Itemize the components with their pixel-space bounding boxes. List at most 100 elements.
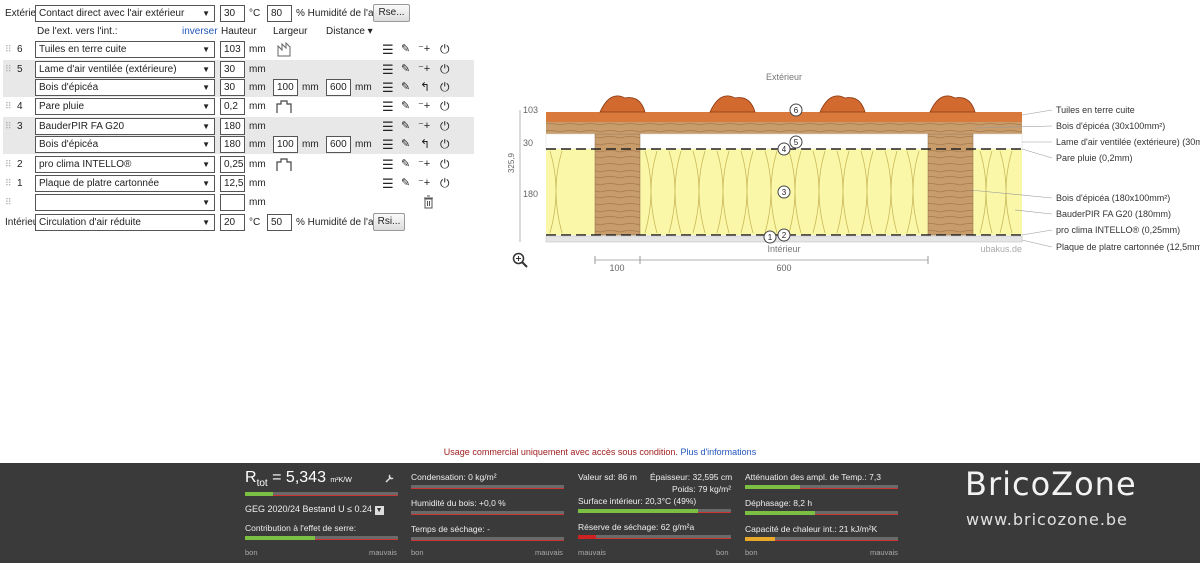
layer-5-sub-distance[interactable]: 600 (326, 79, 351, 96)
unit-mm: mm (249, 82, 266, 93)
layer-number: 5 (17, 64, 23, 75)
layer-4-material[interactable]: Pare pluie ▼ (35, 98, 215, 115)
new-layer-height[interactable] (220, 194, 245, 211)
diagram-bottom-label: Intérieur (767, 244, 800, 254)
layer-3-sub-height[interactable]: 180 (220, 136, 245, 153)
layer-5-sub-height[interactable]: 30 (220, 79, 245, 96)
drag-handle-icon[interactable]: ⠿ (5, 159, 12, 169)
menu-icon[interactable]: ☰ (382, 42, 394, 57)
legend-item: Plaque de platre cartonnée (12,5mm) (1056, 242, 1200, 252)
unit-mm: mm (249, 44, 266, 55)
inverser-link[interactable]: inverser (182, 26, 218, 37)
layer-1-material[interactable]: Plaque de platre cartonnée ▼ (35, 175, 215, 192)
interieur-select[interactable]: Circulation d'air réduite ▼ (35, 214, 215, 231)
layer-2-material[interactable]: pro clima INTELLO® ▼ (35, 156, 215, 173)
layer-3-sub-distance[interactable]: 600 (326, 136, 351, 153)
wrench-icon[interactable] (385, 473, 395, 483)
undo-icon[interactable]: ↰ (420, 137, 431, 151)
rsi-button[interactable]: Rsi... (373, 213, 405, 231)
hum-int-input[interactable]: 50 (267, 214, 292, 231)
pencil-icon[interactable]: ✎ (401, 43, 411, 55)
power-icon[interactable]: ⏻ (440, 99, 450, 113)
menu-icon[interactable]: ☰ (382, 62, 394, 77)
menu-icon[interactable]: ☰ (382, 176, 394, 191)
rafter (594, 133, 641, 236)
drag-handle-icon[interactable]: ⠿ (5, 178, 12, 188)
power-icon[interactable]: ⏻ (440, 119, 450, 133)
add-layer-icon[interactable]: ⁻+ (418, 100, 431, 112)
chevron-down-icon: ▼ (202, 122, 210, 131)
layer-3-height[interactable]: 180 (220, 118, 245, 135)
zoom-in-icon[interactable] (512, 252, 528, 268)
info-link[interactable]: Plus d'informations (680, 447, 757, 457)
layer-number: 3 (17, 121, 23, 132)
pencil-icon[interactable]: ✎ (401, 158, 411, 170)
drag-handle-icon[interactable]: ⠿ (5, 197, 12, 207)
layer-5-sub-material[interactable]: Bois d'épicéa ▼ (35, 79, 215, 96)
pencil-icon[interactable]: ✎ (401, 100, 411, 112)
pencil-icon[interactable]: ✎ (401, 177, 411, 189)
add-layer-icon[interactable]: ⁻+ (418, 120, 431, 132)
layer-5-material[interactable]: Lame d'air ventilée (extérieure) ▼ (35, 61, 215, 78)
chevron-down-icon: ▼ (202, 160, 210, 169)
layer-number: 2 (17, 159, 23, 170)
notice-text: Usage commercial uniquement avec accès s… (443, 447, 678, 457)
layer-3-sub-material[interactable]: Bois d'épicéa ▼ (35, 136, 215, 153)
add-layer-icon[interactable]: ⁻+ (418, 43, 431, 55)
layer-6-material[interactable]: Tuiles en terre cuite ▼ (35, 41, 215, 58)
temp-ext-input[interactable]: 30 (220, 5, 245, 22)
layer-6-height[interactable]: 103 (220, 41, 245, 58)
exterieur-select[interactable]: Contact direct avec l'air extérieur ▼ (35, 5, 215, 22)
power-icon[interactable]: ⏻ (440, 137, 450, 151)
new-layer-select[interactable]: ▼ (35, 194, 215, 211)
trash-icon[interactable] (423, 195, 434, 209)
add-layer-icon[interactable]: ⁻+ (418, 158, 431, 170)
unit-mm: mm (249, 101, 266, 112)
pencil-icon[interactable]: ✎ (401, 120, 411, 132)
layer-1-height[interactable]: 12,5 (220, 175, 245, 192)
layer-3-material[interactable]: BauderPIR FA G20 ▼ (35, 118, 215, 135)
layer-5-height[interactable]: 30 (220, 61, 245, 78)
layer-2-height[interactable]: 0,25 (220, 156, 245, 173)
menu-icon[interactable]: ☰ (382, 80, 394, 95)
menu-icon[interactable]: ☰ (382, 157, 394, 172)
menu-icon[interactable]: ☰ (382, 137, 394, 152)
layer-number: 1 (17, 178, 23, 189)
drag-handle-icon[interactable]: ⠿ (5, 64, 12, 74)
layer-marker: 5 (794, 138, 799, 147)
undo-icon[interactable]: ↰ (420, 80, 431, 94)
dim-103: 103 (523, 105, 538, 115)
drag-handle-icon[interactable]: ⠿ (5, 101, 12, 111)
pencil-icon[interactable]: ✎ (401, 63, 411, 75)
power-icon[interactable]: ⏻ (440, 80, 450, 94)
layer-marker: 2 (782, 231, 787, 240)
power-icon[interactable]: ⏻ (440, 176, 450, 190)
layer-4-height[interactable]: 0,2 (220, 98, 245, 115)
power-icon[interactable]: ⏻ (440, 157, 450, 171)
power-icon[interactable]: ⏻ (440, 42, 450, 56)
unit-mm: mm (302, 139, 319, 150)
layer-3-sub-width[interactable]: 100 (273, 136, 298, 153)
distance-header[interactable]: Distance ▾ (326, 26, 373, 37)
layer-5-sub-width[interactable]: 100 (273, 79, 298, 96)
pencil-icon[interactable]: ✎ (401, 138, 411, 150)
direction-label: De l'ext. vers l'int.: (37, 26, 118, 37)
temp-int-input[interactable]: 20 (220, 214, 245, 231)
pencil-icon[interactable]: ✎ (401, 81, 411, 93)
menu-icon[interactable]: ☰ (382, 99, 394, 114)
weight: Poids: 79 kg/m² (672, 484, 732, 494)
wood-humidity-meter (411, 511, 564, 515)
rse-button[interactable]: Rse... (373, 4, 410, 22)
condensation-meter (411, 485, 564, 489)
dim-30: 30 (523, 138, 533, 148)
add-layer-icon[interactable]: ⁻+ (418, 177, 431, 189)
add-layer-icon[interactable]: ⁻+ (418, 63, 431, 75)
insulation-pattern (549, 150, 1013, 234)
drag-handle-icon[interactable]: ⠿ (5, 121, 12, 131)
dropdown-icon[interactable]: ▼ (374, 506, 384, 515)
drying-reserve: Réserve de séchage: 62 g/m²a (578, 522, 695, 532)
drag-handle-icon[interactable]: ⠿ (5, 44, 12, 54)
menu-icon[interactable]: ☰ (382, 119, 394, 134)
hum-ext-input[interactable]: 80 (267, 5, 292, 22)
power-icon[interactable]: ⏻ (440, 62, 450, 76)
